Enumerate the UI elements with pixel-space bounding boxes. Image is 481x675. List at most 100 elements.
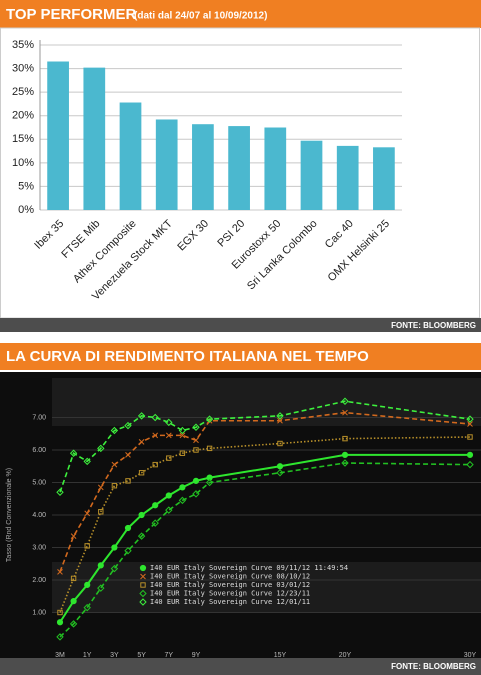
marker [341,397,349,405]
legend-label: I40 EUR Italy Sovereign Curve 03/01/12 [150,581,310,589]
marker [152,461,158,468]
bar [83,67,106,210]
marker [179,484,186,491]
y-tick-label: 0% [18,204,34,216]
marker [70,533,77,539]
marker [84,581,91,588]
marker [206,417,213,424]
marker [152,432,159,439]
marker [97,444,105,453]
x-tick-label: 30Y [464,652,477,659]
legend-label: I40 EUR Italy Sovereign Curve 12/01/11 [150,598,310,606]
y-tick-label: 25% [12,86,34,98]
legend-marker [140,582,146,588]
marker [152,502,159,509]
y-tick-label: 15% [12,133,34,145]
marker [97,484,104,491]
marker [151,413,159,422]
legend-marker [139,564,147,572]
marker [70,598,77,605]
marker [192,490,200,498]
y-tick-label: 7.00 [32,414,46,421]
marker [125,452,131,458]
bar [336,145,359,210]
y-tick-label: 5.00 [32,479,46,486]
marker [83,603,91,612]
y-tick-label: 30% [12,62,34,74]
marker [84,510,91,517]
marker [276,463,284,470]
bar [155,119,178,210]
marker [110,564,119,573]
marker [341,459,349,467]
footer-bar [0,318,481,332]
y-tick-label: 2.00 [32,577,46,584]
source-note: FONTE: BLOOMBERG [391,321,476,330]
x-tick-label: 3M [55,652,65,659]
series-line [59,400,471,493]
y-tick-label: 1.00 [32,609,46,616]
legend-marker [140,573,146,580]
marker [138,439,145,445]
marker [97,562,104,569]
marker [151,519,159,527]
marker [56,488,64,496]
marker [57,569,63,575]
marker [110,426,119,435]
marker [56,619,64,626]
y-axis-label: Tasso (Rnd Convenzionale %) [6,468,13,562]
marker [205,415,214,423]
x-tick-label: 3Y [110,652,119,659]
marker [206,474,213,481]
legend-marker [139,598,147,606]
bar [119,102,142,210]
marker [276,469,284,477]
y-tick-label: 4.00 [32,512,46,519]
marker [276,412,284,420]
marker [124,421,132,430]
marker [277,417,283,424]
marker [193,437,199,444]
marker [137,412,146,420]
chart-title: LA CURVA DI RENDIMENTO ITALIANA NEL TEMP… [6,348,369,365]
marker [192,477,200,484]
header-bar [0,0,481,28]
marker [124,524,132,532]
marker [342,409,348,416]
marker [137,532,146,540]
marker [70,575,77,582]
marker [97,584,105,592]
marker [178,426,187,435]
marker [193,447,199,453]
bar [373,147,395,210]
marker [179,432,186,439]
marker [83,457,91,466]
x-tick-label: 15Y [274,652,287,659]
marker [56,633,64,641]
x-tick-label: 1Y [83,652,92,659]
bar [300,140,323,210]
marker [165,506,173,514]
marker [467,421,473,427]
marker [165,492,172,499]
marker [192,423,200,431]
marker [277,440,283,447]
plot-band [52,562,481,612]
legend-label: I40 EUR Italy Sovereign Curve 12/23/11 [150,590,310,598]
y-tick-label: 6.00 [32,447,46,454]
marker [138,511,145,519]
legend-label: I40 EUR Italy Sovereign Curve 09/11/12 1… [150,564,348,572]
bar [192,124,214,210]
y-tick-label: 5% [18,180,34,192]
y-tick-label: 10% [12,157,34,169]
series-line [59,462,471,638]
chart-title: TOP PERFORMER [6,6,136,23]
marker [165,418,173,427]
marker [342,435,348,442]
footer-bar [0,658,481,675]
marker [111,544,118,551]
marker [206,445,213,452]
marker [69,449,78,457]
